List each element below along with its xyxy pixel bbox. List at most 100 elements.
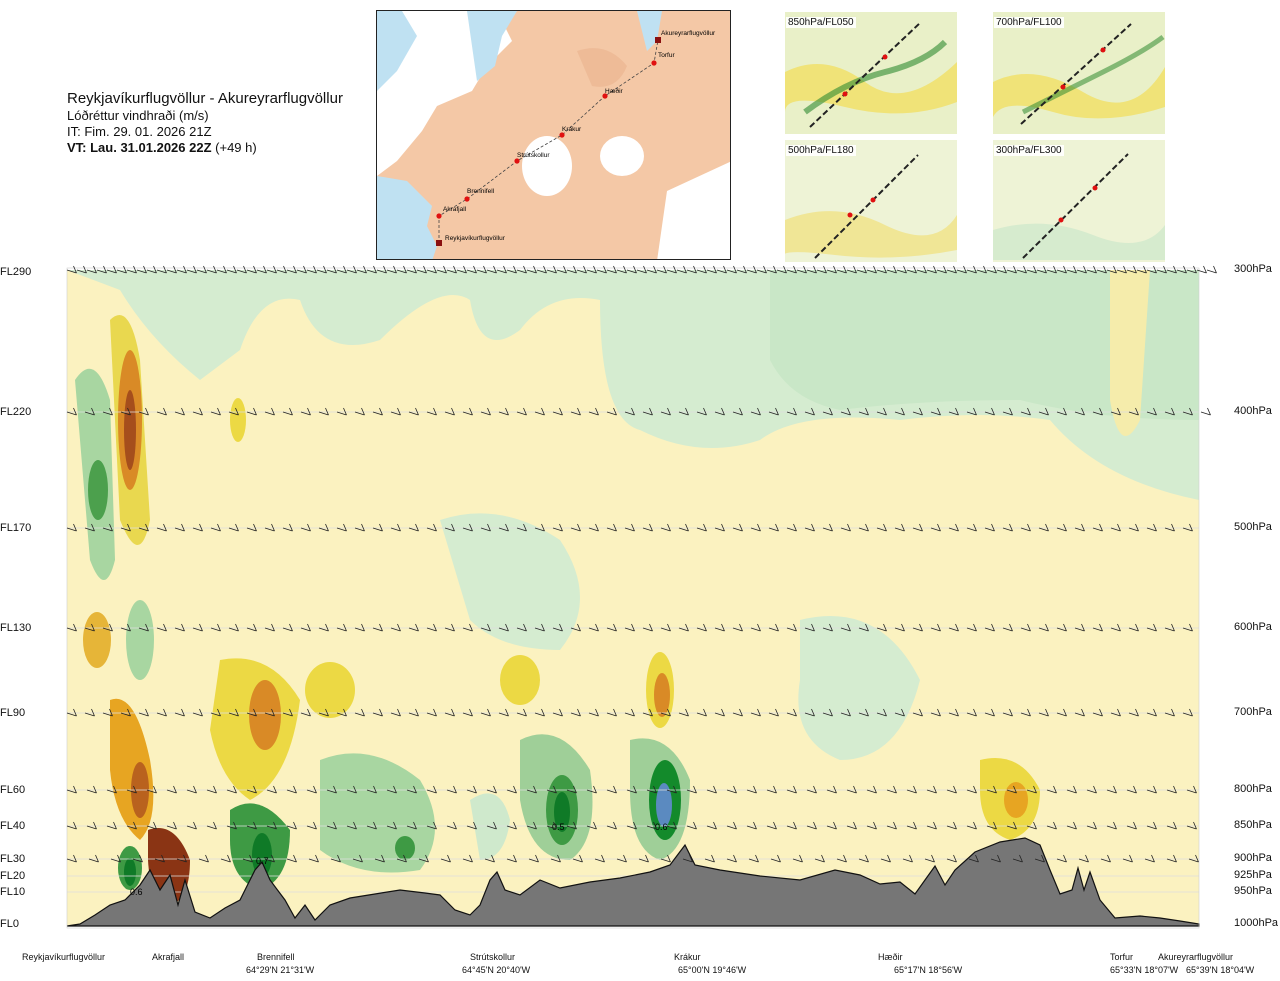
wind-barb — [246, 523, 257, 532]
wind-barb — [822, 523, 833, 532]
wind-barb — [858, 407, 869, 416]
reykjavik-green-core — [124, 858, 136, 886]
wind-barb — [912, 523, 923, 532]
wind-barb — [138, 523, 149, 532]
minimap-300-dot-b — [1092, 185, 1098, 191]
wind-barb — [696, 265, 707, 274]
wind-barb — [196, 265, 207, 274]
wind-barb — [132, 854, 143, 863]
contour-label-krakur: 0.6 — [655, 822, 668, 832]
wind-barb — [1020, 523, 1031, 532]
wind-barb — [446, 785, 457, 794]
wind-barb — [156, 407, 167, 416]
wind-barb — [706, 265, 717, 274]
wind-barb — [426, 708, 437, 717]
wind-barb — [374, 854, 385, 863]
minimap-850-label: 850hPa/FL050 — [786, 17, 856, 28]
wind-barb — [626, 265, 637, 274]
wind-barb — [1110, 407, 1121, 416]
wind-barb — [366, 821, 377, 830]
wind-barb — [732, 523, 743, 532]
wind-barb — [642, 708, 653, 717]
wind-barb — [966, 407, 977, 416]
wind-barb — [1116, 265, 1127, 274]
wind-barb — [408, 623, 419, 632]
right-green-patch — [798, 616, 920, 760]
wind-barb — [1016, 265, 1027, 274]
wind-barb — [396, 854, 407, 863]
minimap-850-route — [809, 21, 922, 128]
wind-barb — [296, 265, 307, 274]
wind-barb — [876, 407, 887, 416]
wind-barb — [506, 265, 517, 274]
wind-barb — [480, 407, 491, 416]
coord-torfur: 65°33'N 18°07'W — [1110, 965, 1179, 975]
wind-barb — [1164, 407, 1175, 416]
wind-barb — [326, 265, 337, 274]
wind-barb — [936, 265, 947, 274]
wind-barb — [176, 265, 187, 274]
wind-barb — [226, 785, 237, 794]
wind-barb — [1144, 854, 1155, 863]
wind-barb — [1086, 821, 1097, 830]
wind-barb — [206, 821, 217, 830]
wind-barb — [660, 708, 671, 717]
wind-barb — [642, 623, 653, 632]
wind-barb — [228, 623, 239, 632]
minimap-500: 500hPa/FL180 — [785, 140, 957, 262]
wind-barb — [1006, 785, 1017, 794]
wind-barb — [776, 265, 787, 274]
wind-barb — [858, 623, 869, 632]
wind-barb — [210, 708, 221, 717]
pressure-label-900: 900hPa — [1234, 852, 1272, 864]
fl-label-60: FL60 — [0, 784, 26, 796]
wind-barb — [706, 785, 717, 794]
wind-barb — [316, 265, 327, 274]
wind-barb — [352, 854, 363, 863]
pressure-label-400: 400hPa — [1234, 405, 1272, 417]
right-orange — [1004, 782, 1028, 818]
wind-barb — [156, 708, 167, 717]
wind-barb — [480, 623, 491, 632]
wind-barb — [120, 407, 131, 416]
wind-barb — [816, 265, 827, 274]
wind-barb — [840, 407, 851, 416]
left-green-core — [88, 460, 108, 520]
fl-label-40: FL40 — [0, 820, 26, 832]
fl-label-30: FL30 — [0, 853, 26, 865]
wind-barb — [192, 407, 203, 416]
wind-barb — [534, 623, 545, 632]
wind-barb — [572, 854, 583, 863]
valid-time-lead: (+49 h) — [211, 140, 257, 155]
wind-barb — [1100, 854, 1111, 863]
wind-barb — [86, 785, 97, 794]
wind-barb — [1128, 708, 1139, 717]
wind-barb — [966, 523, 977, 532]
pressure-label-950: 950hPa — [1234, 885, 1272, 897]
wind-barb — [534, 708, 545, 717]
wind-barb — [480, 708, 491, 717]
wind-barb — [660, 407, 671, 416]
wind-barb — [406, 265, 417, 274]
wind-barb — [1056, 265, 1067, 274]
wind-barb — [174, 523, 185, 532]
wind-barb — [966, 785, 977, 794]
minimap-700: 700hPa/FL100 — [993, 12, 1165, 134]
wind-barb — [1156, 265, 1167, 274]
wind-barb — [276, 265, 287, 274]
wind-barb — [376, 265, 387, 274]
wind-barb — [396, 265, 407, 274]
wind-barb — [336, 407, 347, 416]
wind-barb — [876, 708, 887, 717]
wind-barb — [426, 407, 437, 416]
map-label-torfur: Torfur — [658, 52, 675, 59]
map-label-akureyri: Akureyrarflugvöllur — [661, 30, 716, 37]
wind-barb — [282, 708, 293, 717]
wind-barb — [146, 265, 157, 274]
wind-barb — [656, 265, 667, 274]
wind-barb — [346, 785, 357, 794]
wind-barb — [1146, 265, 1157, 274]
wind-barb — [1186, 265, 1197, 274]
wind-barb — [894, 623, 905, 632]
wind-barb — [346, 821, 357, 830]
